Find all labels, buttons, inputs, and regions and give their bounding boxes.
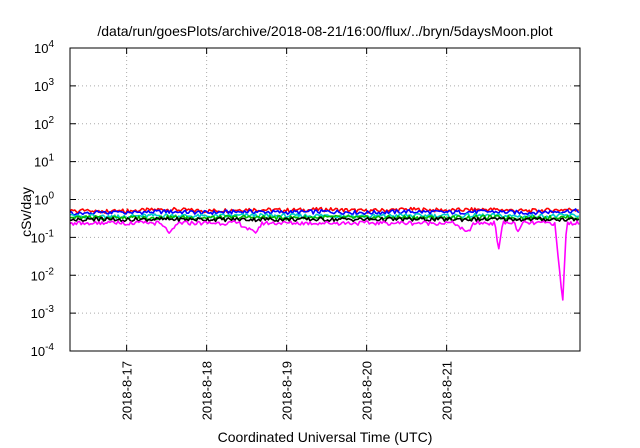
x-axis-label: Coordinated Universal Time (UTC) xyxy=(218,429,433,445)
y-tick-label: 100 xyxy=(34,191,54,208)
y-tick-exponent: -2 xyxy=(45,266,54,277)
y-tick-exponent: -3 xyxy=(45,304,54,315)
y-tick-exponent: 2 xyxy=(48,115,54,126)
y-tick-base: 10 xyxy=(34,193,48,208)
series-line xyxy=(69,208,580,216)
y-tick-base: 10 xyxy=(31,344,45,359)
y-tick-label: 101 xyxy=(34,153,54,170)
y-tick-label: 10-1 xyxy=(31,228,55,245)
series-line xyxy=(70,216,580,223)
series-group xyxy=(69,206,580,301)
y-tick-label: 103 xyxy=(34,77,54,94)
y-tick-base: 10 xyxy=(31,306,45,321)
x-tick-label: 2018-8-18 xyxy=(200,361,215,420)
y-tick-label: 104 xyxy=(34,39,54,56)
y-axis-label: cSv/day xyxy=(18,187,34,237)
y-tick-label: 10-4 xyxy=(31,342,55,359)
y-tick-base: 10 xyxy=(34,117,48,132)
y-tick-label: 10-3 xyxy=(31,304,55,321)
y-tick-exponent: -4 xyxy=(45,342,54,353)
x-tick-label: 2018-8-17 xyxy=(120,361,135,420)
tick-group: 10410310210110010-110-210-310-42018-8-17… xyxy=(31,39,580,420)
y-tick-base: 10 xyxy=(31,230,45,245)
x-tick-label: 2018-8-21 xyxy=(440,361,455,420)
y-tick-base: 10 xyxy=(31,268,45,283)
x-tick-label: 2018-8-20 xyxy=(360,361,375,420)
chart-title: /data/run/goesPlots/archive/2018-08-21/1… xyxy=(97,23,552,39)
y-tick-exponent: 1 xyxy=(48,153,54,164)
y-tick-base: 10 xyxy=(34,155,48,170)
grid xyxy=(70,48,580,351)
y-tick-exponent: 3 xyxy=(48,77,54,88)
y-tick-base: 10 xyxy=(34,41,48,56)
series-line xyxy=(69,220,580,301)
y-tick-exponent: 4 xyxy=(48,39,54,50)
y-tick-label: 10-2 xyxy=(31,266,55,283)
x-tick-label: 2018-8-19 xyxy=(280,361,295,420)
y-tick-label: 102 xyxy=(34,115,54,132)
y-tick-exponent: -1 xyxy=(45,228,54,239)
y-tick-exponent: 0 xyxy=(48,191,54,202)
y-tick-base: 10 xyxy=(34,79,48,94)
